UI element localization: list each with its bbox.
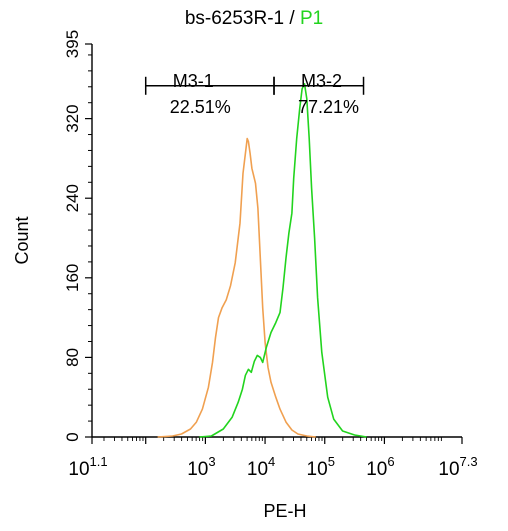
title-separator: / (284, 8, 300, 29)
y-tick-label: 80 (63, 348, 82, 367)
x-tick-label: 101.1 (68, 454, 107, 480)
title-sample: bs-6253R-1 (184, 8, 285, 29)
y-tick-label: 320 (63, 104, 82, 132)
y-tick-label: 240 (63, 184, 82, 212)
x-tick-label: 103 (187, 454, 215, 480)
gate-percent: 77.21% (298, 97, 359, 117)
y-tick-label: 0 (63, 432, 82, 441)
x-tick-label: 107.3 (438, 454, 477, 480)
gate-name: M3-2 (301, 71, 342, 91)
y-tick-label: 160 (63, 264, 82, 292)
gate-percent: 22.51% (170, 97, 231, 117)
gate-name: M3-1 (173, 71, 214, 91)
x-tick-label: 105 (307, 454, 335, 480)
histogram-series-green (199, 83, 367, 438)
y-axis-label: Count (12, 216, 32, 264)
histogram-series-orange (157, 137, 316, 438)
x-axis-label: PE-H (263, 501, 306, 521)
title-gate: P1 (299, 8, 324, 29)
y-tick-label: 395 (63, 30, 82, 58)
x-tick-label: 104 (247, 454, 275, 480)
x-tick-label: 106 (366, 454, 394, 480)
chart-title: bs-6253R-1 / P1 (0, 8, 508, 30)
